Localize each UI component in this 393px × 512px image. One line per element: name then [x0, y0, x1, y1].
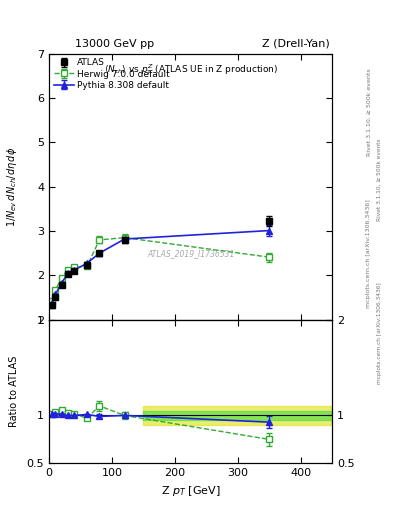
- Text: Rivet 3.1.10, ≥ 500k events: Rivet 3.1.10, ≥ 500k events: [366, 69, 371, 156]
- Legend: ATLAS, Herwig 7.0.0 default, Pythia 8.308 default: ATLAS, Herwig 7.0.0 default, Pythia 8.30…: [52, 56, 172, 92]
- Text: mcplots.cern.ch [arXiv:1306.3436]: mcplots.cern.ch [arXiv:1306.3436]: [366, 199, 371, 308]
- Text: Z (Drell-Yan): Z (Drell-Yan): [263, 38, 330, 49]
- Text: 13000 GeV pp: 13000 GeV pp: [75, 38, 154, 49]
- X-axis label: Z $p_T$ [GeV]: Z $p_T$ [GeV]: [161, 484, 220, 498]
- Text: mcplots.cern.ch [arXiv:1306.3436]: mcplots.cern.ch [arXiv:1306.3436]: [377, 282, 382, 383]
- Y-axis label: Ratio to ATLAS: Ratio to ATLAS: [9, 356, 19, 427]
- Text: ATLAS_2019_I1736531: ATLAS_2019_I1736531: [147, 249, 234, 258]
- Text: $\langle N_{ch}\rangle$ vs $p_T^Z$ (ATLAS UE in Z production): $\langle N_{ch}\rangle$ vs $p_T^Z$ (ATLA…: [103, 62, 278, 77]
- Y-axis label: $1/N_{ev}\,dN_{ch}/d\eta\,d\phi$: $1/N_{ev}\,dN_{ch}/d\eta\,d\phi$: [6, 146, 19, 227]
- Text: Rivet 3.1.10, ≥ 500k events: Rivet 3.1.10, ≥ 500k events: [377, 138, 382, 221]
